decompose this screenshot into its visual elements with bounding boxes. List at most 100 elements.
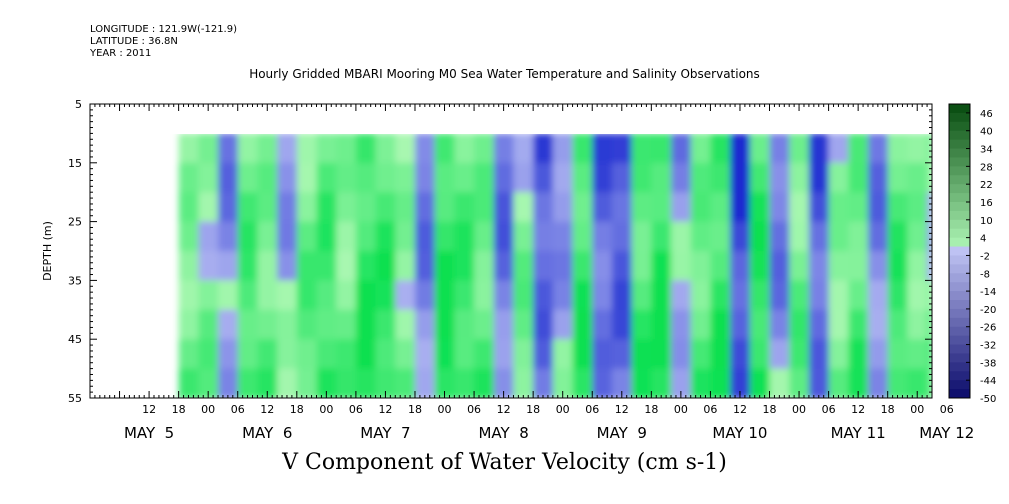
heatmap-cell xyxy=(907,309,929,341)
heatmap-cell xyxy=(710,280,732,311)
heatmap-cell xyxy=(316,368,338,398)
y-tick-label: 55 xyxy=(68,392,82,405)
heatmap-cell xyxy=(671,192,692,223)
heatmap-cell xyxy=(414,251,436,282)
x-hour-label: 12 xyxy=(142,403,156,416)
heatmap-cell xyxy=(513,192,535,223)
heatmap-cell xyxy=(592,221,613,252)
heatmap-cell xyxy=(454,221,476,252)
heatmap-cell xyxy=(730,280,751,311)
heatmap-cell xyxy=(808,368,830,398)
heatmap-cell xyxy=(907,368,929,398)
variable-caption: V Component of Water Velocity (cm s-1) xyxy=(282,450,727,475)
heatmap-cell xyxy=(828,134,850,164)
heatmap-cell xyxy=(513,162,535,194)
heatmap-cell xyxy=(434,280,456,311)
colorbar-label: -50 xyxy=(980,394,996,405)
heatmap-cell xyxy=(808,280,830,311)
heatmap-cell xyxy=(355,162,377,194)
heatmap-cell xyxy=(513,251,535,282)
colorbar-swatch xyxy=(949,335,970,346)
colorbar-label: -32 xyxy=(980,341,996,352)
heatmap-cell xyxy=(257,339,279,370)
heatmap-cell xyxy=(887,221,909,252)
heatmap-cell xyxy=(434,309,456,341)
heatmap-cell xyxy=(355,134,377,164)
colorbar-swatch xyxy=(949,380,970,390)
heatmap-cell xyxy=(710,309,732,341)
heatmap-cell xyxy=(474,339,495,370)
x-hour-label: 18 xyxy=(881,403,895,416)
heatmap-cell xyxy=(395,339,416,370)
heatmap-cell xyxy=(237,339,259,370)
heatmap-cell xyxy=(592,134,613,164)
heatmap-cell xyxy=(828,280,850,311)
chart-title: Hourly Gridded MBARI Mooring M0 Sea Wate… xyxy=(249,67,760,81)
heatmap-cell xyxy=(828,339,850,370)
colorbar-swatch xyxy=(949,371,970,381)
heatmap-cell xyxy=(257,251,279,282)
colorbar-swatch xyxy=(949,130,970,141)
heatmap-cell xyxy=(671,339,692,370)
heatmap-cell xyxy=(867,192,889,223)
heatmap-cell xyxy=(277,251,298,282)
heatmap-cell xyxy=(887,251,909,282)
heatmap-cell xyxy=(296,280,318,311)
heatmap-cell xyxy=(316,280,338,311)
heatmap-cell xyxy=(434,192,456,223)
heatmap-cell xyxy=(237,134,259,164)
heatmap-cell xyxy=(218,368,239,398)
heatmap-cell xyxy=(296,162,318,194)
heatmap-cell xyxy=(789,251,810,282)
heatmap-cell xyxy=(789,309,810,341)
heatmap-cell xyxy=(414,192,436,223)
heatmap-cell xyxy=(336,221,357,252)
x-hour-label: 12 xyxy=(378,403,392,416)
y-axis-label: DEPTH (m) xyxy=(41,221,54,281)
heatmap-cell xyxy=(927,280,932,311)
heatmap-cell xyxy=(808,134,830,164)
heatmap-cell xyxy=(907,280,929,311)
heatmap-cell xyxy=(237,280,259,311)
colorbar-label: -38 xyxy=(980,358,996,369)
heatmap-cell xyxy=(867,134,889,164)
heatmap-cell xyxy=(690,339,712,370)
heatmap-cell xyxy=(769,368,791,398)
heatmap-cell xyxy=(867,309,889,341)
heatmap-cell xyxy=(552,368,574,398)
heatmap-cell xyxy=(198,192,220,223)
heatmap-cell xyxy=(631,339,653,370)
x-hour-label: 18 xyxy=(408,403,422,416)
heatmap-cell xyxy=(178,339,200,370)
heatmap-cell xyxy=(887,339,909,370)
y-tick-label: 25 xyxy=(68,216,82,229)
heatmap-cell xyxy=(296,309,318,341)
heatmap-cell xyxy=(375,251,397,282)
heatmap-cell xyxy=(375,134,397,164)
heatmap-cell xyxy=(730,134,751,164)
heatmap-cell xyxy=(808,192,830,223)
y-axis: 5 15 25 35 45 55 xyxy=(68,98,932,405)
heatmap-cell xyxy=(867,221,889,252)
heatmap-cell xyxy=(375,339,397,370)
heatmap-cell xyxy=(867,368,889,398)
heatmap-cell xyxy=(730,368,751,398)
heatmap-cell xyxy=(749,251,771,282)
heatmap-cell xyxy=(572,134,594,164)
heatmap-cell xyxy=(355,368,377,398)
heatmap-cell xyxy=(513,309,535,341)
heatmap-cell xyxy=(907,134,929,164)
heatmap-cell xyxy=(828,251,850,282)
heatmap-cell xyxy=(927,309,932,341)
heatmap-cell xyxy=(277,368,298,398)
heatmap-cell xyxy=(198,280,220,311)
colorbar-label: -44 xyxy=(980,376,996,387)
x-day-label: MAY 5 xyxy=(124,424,174,442)
colorbar-swatch xyxy=(949,300,970,310)
heatmap-cell xyxy=(355,280,377,311)
heatmap-cell xyxy=(434,339,456,370)
heatmap-cell xyxy=(552,221,574,252)
heatmap-cell xyxy=(355,309,377,341)
heatmap-cell xyxy=(789,192,810,223)
heatmap-cell xyxy=(257,309,279,341)
